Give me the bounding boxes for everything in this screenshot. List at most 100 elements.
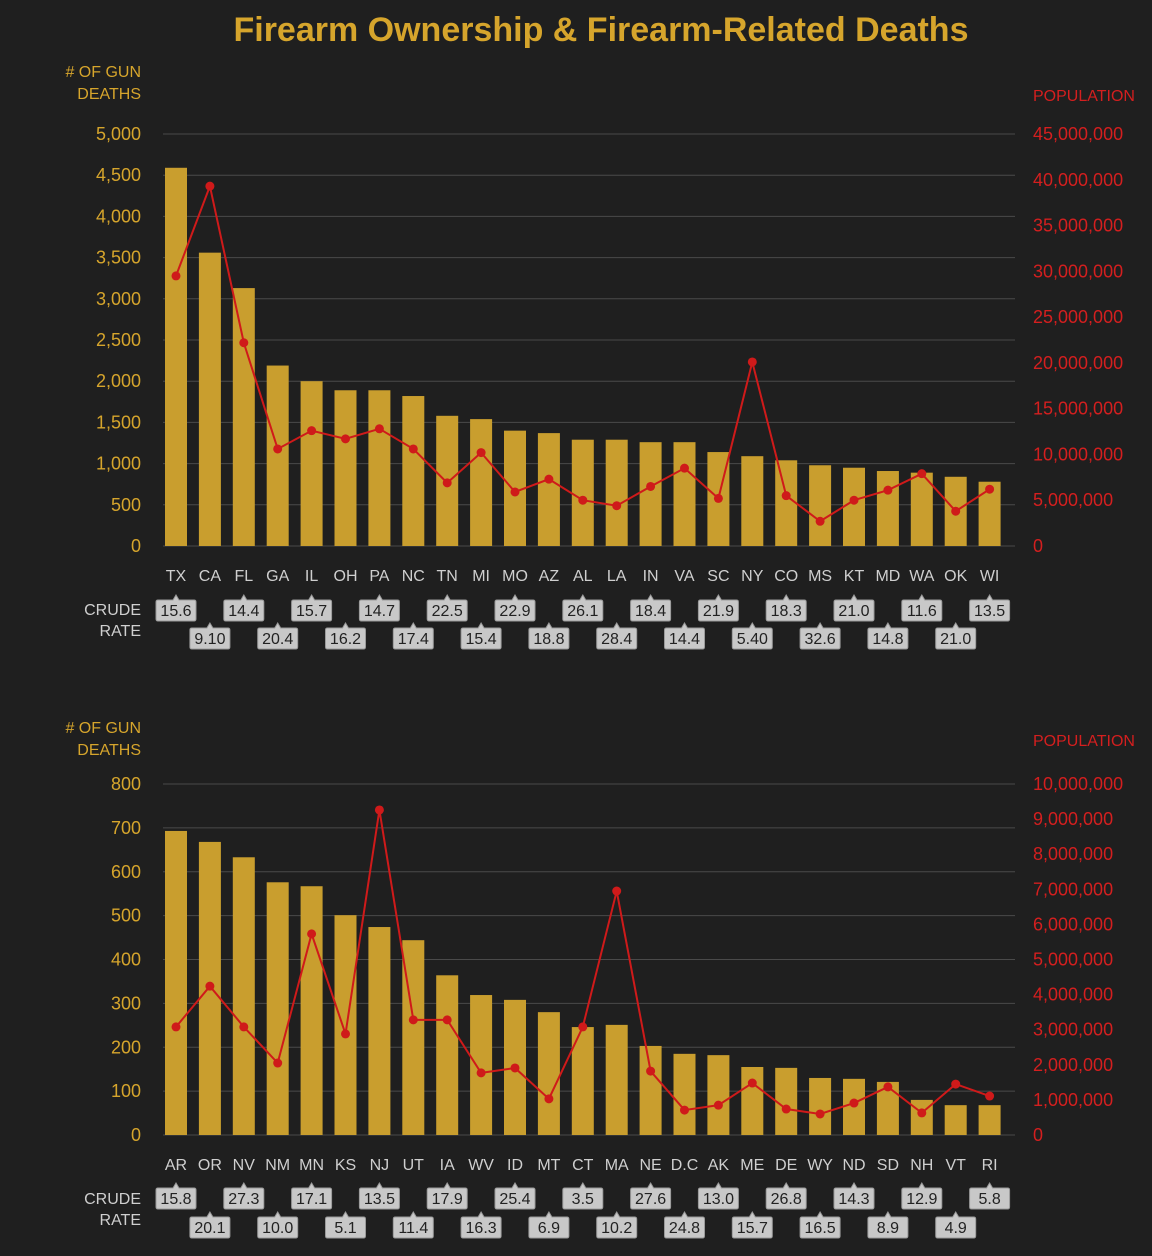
left-tick-label: 800 <box>111 774 141 794</box>
crude-rate-callout <box>765 594 807 622</box>
bar-MN <box>300 886 323 1135</box>
bar-CO <box>775 460 798 546</box>
right-tick-label: 25,000,000 <box>1033 307 1123 327</box>
left-tick-label: 3,000 <box>96 289 141 309</box>
category-label: PA <box>369 568 389 585</box>
population-point-NC <box>408 444 418 454</box>
category-label: NY <box>741 568 764 585</box>
crude-rate-value: 6.9 <box>538 1220 560 1237</box>
bar-AR <box>165 830 187 1135</box>
population-point-KS <box>341 1029 350 1039</box>
bar-FL <box>232 288 255 546</box>
right-tick-label: 9,000,000 <box>1033 809 1113 829</box>
chart-bottom: # OF GUN DEATHS POPULATION 0 100 200 300 400 500… <box>65 720 1135 1239</box>
crude-rate-callout <box>291 594 333 622</box>
crude-rate-callout <box>223 594 265 622</box>
bar-ME <box>741 1066 764 1135</box>
crude-rate-label-line2: RATE <box>100 1212 141 1229</box>
crude-rate-callout <box>596 622 638 650</box>
population-point-CA <box>205 181 215 191</box>
bar-AK <box>707 1055 730 1135</box>
category-label: LA <box>607 568 627 585</box>
category-label: ND <box>842 1157 865 1174</box>
bar-WA <box>910 472 933 546</box>
category-label: WY <box>807 1157 833 1174</box>
right-tick-label: 3,000,000 <box>1033 1020 1113 1040</box>
population-point-NV <box>239 1022 249 1032</box>
bar-NV <box>232 857 255 1135</box>
crude-rate-callout <box>358 594 400 622</box>
population-point-IL <box>307 426 317 436</box>
population-point-LA <box>612 501 622 511</box>
crude-rate-callout <box>697 1182 739 1210</box>
crude-rate-callout <box>596 1211 638 1239</box>
population-point-MS <box>815 516 825 526</box>
population-point-AZ <box>544 474 554 484</box>
left-tick-label: 3,500 <box>96 248 141 268</box>
category-label: NE <box>639 1157 661 1174</box>
population-point-MT <box>544 1094 554 1104</box>
population-point-ME <box>747 1078 757 1088</box>
crude-rate-callout <box>257 622 299 650</box>
bar-MS <box>809 465 832 546</box>
crude-rate-value: 11.4 <box>398 1220 428 1237</box>
category-label: WI <box>980 568 1000 585</box>
category-label: MO <box>502 568 528 585</box>
bar-MD <box>876 471 899 546</box>
crude-rate-value: 18.8 <box>533 631 564 648</box>
category-label: IA <box>440 1157 455 1174</box>
crude-rate-callout <box>189 1211 231 1239</box>
category-label: IN <box>643 568 659 585</box>
crude-rate-value: 20.4 <box>262 631 293 648</box>
crude-rate-value: 28.4 <box>601 631 632 648</box>
crude-rate-callout <box>562 594 604 622</box>
right-tick-label: 2,000,000 <box>1033 1055 1113 1075</box>
crude-rate-value: 10.0 <box>262 1220 293 1237</box>
bar-AL <box>571 439 594 546</box>
left-tick-label: 4,000 <box>96 206 141 226</box>
category-label: MI <box>472 568 490 585</box>
left-tick-label: 200 <box>111 1037 141 1057</box>
left-tick-label: 2,000 <box>96 371 141 391</box>
crude-rate-callout <box>325 622 366 650</box>
crude-rate-value: 8.9 <box>877 1220 899 1237</box>
right-tick-label: 30,000,000 <box>1033 261 1123 281</box>
crude-rate-callout <box>291 1182 333 1210</box>
right-tick-label: 10,000,000 <box>1033 774 1123 794</box>
crude-rate-value: 5.8 <box>978 1191 1000 1208</box>
population-point-SC <box>713 493 723 503</box>
crude-rate-value: 5.1 <box>334 1220 356 1237</box>
right-tick-label: 45,000,000 <box>1033 124 1123 144</box>
population-point-VT <box>951 1079 961 1089</box>
population-point-OK <box>951 506 961 516</box>
left-tick-label: 5,000 <box>96 124 141 144</box>
crude-rate-callout <box>630 1182 672 1210</box>
population-point-WV <box>476 1068 486 1078</box>
bar-CT <box>571 1027 594 1135</box>
crude-rate-value: 21.0 <box>838 603 869 620</box>
category-label: OR <box>198 1157 222 1174</box>
crude-rate-callout <box>833 594 875 622</box>
population-point-AL <box>578 495 588 505</box>
crude-rate-value: 16.5 <box>805 1220 836 1237</box>
population-point-FL <box>239 338 249 348</box>
population-point-PA <box>374 424 384 434</box>
crude-rate-value: 15.8 <box>160 1191 191 1208</box>
category-label: FL <box>234 568 253 585</box>
category-label: GA <box>266 568 289 585</box>
category-label: MN <box>299 1157 324 1174</box>
left-axis-title-line1: # OF GUN <box>65 64 141 81</box>
population-point-TN <box>442 478 452 488</box>
left-axis-title-line2: DEATHS <box>77 742 141 759</box>
category-label: SD <box>877 1157 899 1174</box>
right-tick-label: 20,000,000 <box>1033 353 1123 373</box>
population-point-IN <box>646 481 656 491</box>
population-point-VA <box>680 463 689 473</box>
bar-AZ <box>537 433 560 546</box>
category-label: UT <box>403 1157 425 1174</box>
crude-rate-callout <box>664 622 705 650</box>
population-point-KT <box>849 495 859 505</box>
crude-rate-value: 32.6 <box>805 631 836 648</box>
crude-rate-callout <box>901 594 943 622</box>
category-label: ID <box>507 1157 523 1174</box>
